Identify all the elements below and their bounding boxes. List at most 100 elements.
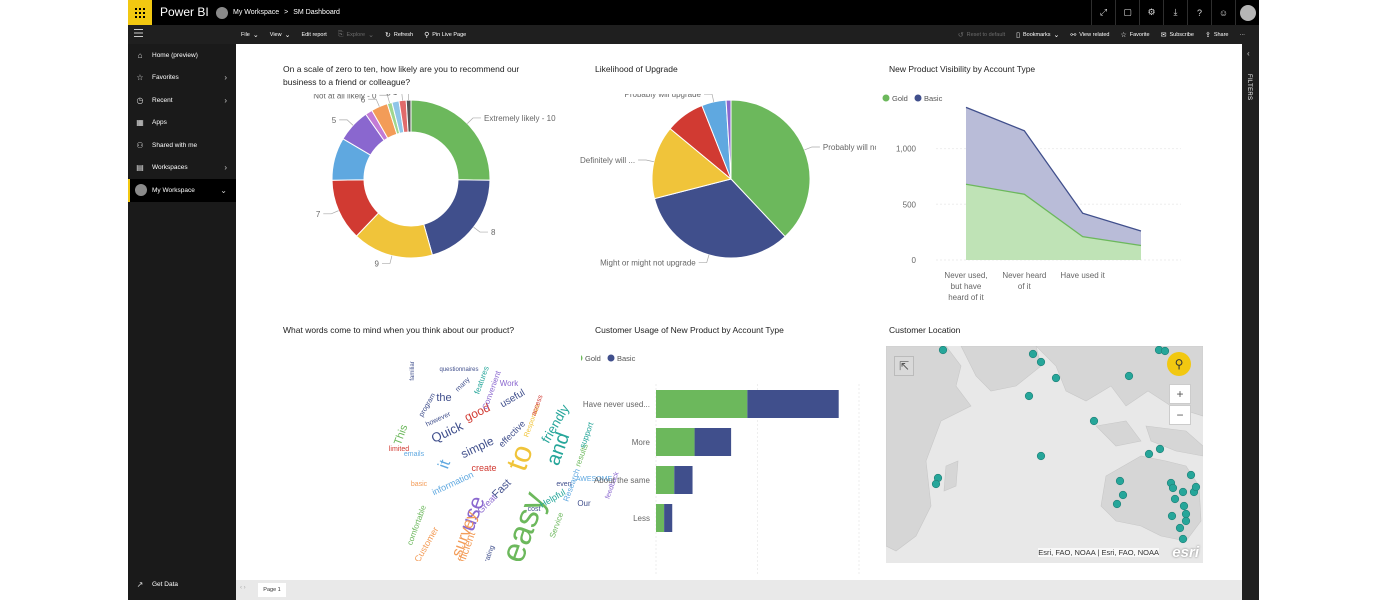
filters-pane[interactable]: ‹ FILTERS [1242,44,1259,600]
comment-icon[interactable]: ▢ [1115,0,1139,25]
zoom-out-icon[interactable]: − [1169,405,1191,425]
word-cloud-word[interactable]: Work [500,379,520,388]
bar-gold[interactable] [656,390,748,418]
word-cloud-word[interactable]: familiar [410,361,416,380]
word-cloud-word[interactable]: useful [498,387,527,410]
page-nav-arrows-icon[interactable]: ‹ › [240,585,246,591]
map-location-marker[interactable] [1036,451,1046,461]
upgrade-pie-chart[interactable]: Probably will not upgr... Might or might … [576,94,876,294]
nav-item-favorites[interactable]: ☆ Favorites › [128,67,236,90]
map-location-marker[interactable] [1115,476,1125,486]
word-cloud-word[interactable]: the [436,392,451,404]
nav-item-recent[interactable]: ◷ Recent › [128,89,236,112]
word-cloud-word[interactable]: basic [411,481,428,488]
app-brand[interactable]: Power BI [160,5,209,19]
nav-item-apps[interactable]: ▦ Apps [128,112,236,135]
settings-icon[interactable]: ⚙ [1139,0,1163,25]
nps-slice[interactable] [410,99,491,181]
bar-basic[interactable] [664,504,673,532]
bookmarks-menu[interactable]: ▯ Bookmarks ⌄ [1016,31,1059,39]
map-location-marker[interactable] [1181,516,1191,526]
word-cloud-word[interactable]: program [418,392,437,418]
map-location-marker[interactable] [1089,416,1099,426]
map-location-marker[interactable] [1124,371,1134,381]
word-cloud-word[interactable]: information [430,469,475,497]
map-location-marker[interactable] [1167,511,1177,521]
map-location-marker[interactable] [1178,487,1188,497]
hamburger-menu-icon[interactable] [134,29,143,39]
download-icon[interactable]: ⤓ [1163,0,1187,25]
bar-gold[interactable] [656,504,665,532]
map-location-marker[interactable] [1186,470,1196,480]
bar-basic[interactable] [747,390,839,418]
view-menu[interactable]: View ⌄ [270,31,291,39]
map-location-marker[interactable] [1170,494,1180,504]
map-location-marker[interactable] [1051,373,1061,383]
nps-slice[interactable] [423,179,491,256]
word-cloud-word[interactable]: cost [528,506,541,513]
upgrade-slice[interactable] [725,99,732,180]
word-cloud-word[interactable]: emails [404,451,425,458]
more-options-button[interactable]: ··· [1240,32,1246,38]
explore-menu[interactable]: ⎘ Explore ⌄ [338,31,374,39]
app-launcher-icon[interactable] [128,0,152,25]
tab-page-1[interactable]: Page 1 [258,583,286,597]
word-cloud-word[interactable]: Service [548,511,566,540]
word-cloud-word[interactable]: access [531,394,545,417]
map-location-marker[interactable] [1118,490,1128,500]
nav-item-shared[interactable]: ⚇ Shared with me [128,134,236,157]
word-cloud-word[interactable]: AWESOME [576,476,613,483]
expand-icon[interactable]: ⤢ [1091,0,1115,25]
breadcrumb-dashboard[interactable]: SM Dashboard [293,9,340,16]
file-menu[interactable]: File ⌄ [241,31,259,39]
pin-live-page-button[interactable]: ⚲ Pin Live Page [424,31,466,39]
visibility-area-chart[interactable]: Gold Basic 0 500 1,000 Never used, but have hea… [881,84,1211,314]
word-cloud-word[interactable]: it [435,457,454,471]
view-related-button[interactable]: ⚯ View related [1070,31,1109,39]
nav-item-get-data[interactable]: ↗ Get Data [128,574,236,597]
map-location-marker[interactable] [1155,444,1165,454]
upgrade-slice[interactable] [651,127,733,200]
map-location-marker[interactable] [1024,391,1034,401]
map-location-marker[interactable] [1191,482,1201,492]
bar-basic[interactable] [674,466,693,494]
area-basic[interactable] [966,107,1141,246]
refresh-button[interactable]: ↻ Refresh [385,31,413,39]
word-cloud-word[interactable]: many [454,376,471,393]
bar-gold[interactable] [656,428,695,456]
subscribe-button[interactable]: ✉ Subscribe [1161,31,1194,39]
share-button[interactable]: ⇪ Share [1205,31,1229,39]
word-cloud-word[interactable]: questionnaires [439,367,478,373]
map-location-marker[interactable] [1144,449,1154,459]
word-cloud-word[interactable]: even [556,481,571,488]
map-location-marker[interactable] [1175,523,1185,533]
help-icon[interactable]: ? [1187,0,1211,25]
feedback-icon[interactable]: ☺ [1211,0,1235,25]
map-location-marker[interactable] [1160,346,1170,356]
nav-item-home[interactable]: ⌂ Home (preview) [128,44,236,67]
map-location-marker[interactable] [1112,499,1122,509]
chevron-left-icon[interactable]: ‹ [1247,49,1250,58]
map-location-marker[interactable] [1028,349,1038,359]
pin-icon[interactable]: ⚲ [1167,352,1191,376]
nav-item-my-workspace[interactable]: My Workspace ⌄ [128,179,236,202]
nps-slice[interactable] [405,99,412,133]
zoom-in-icon[interactable]: + [1169,384,1191,404]
map-location-marker[interactable] [1181,509,1191,519]
bar-basic[interactable] [694,428,732,456]
account-icon[interactable] [1235,0,1259,25]
customer-location-map[interactable]: ⇱ ⚲ + − Esri, FAO, NOAA | Esri, FAO, NOA… [886,346,1203,563]
area-gold[interactable] [966,184,1141,260]
word-cloud-word[interactable]: This [392,423,411,447]
reset-to-default-button[interactable]: ↺ Reset to default [958,31,1005,39]
upgrade-slice[interactable] [653,178,786,259]
word-cloud-word[interactable]: simple [459,434,497,461]
edit-report-button[interactable]: Edit report [301,32,326,38]
map-location-marker[interactable] [938,346,948,355]
map-location-marker[interactable] [1168,483,1178,493]
map-location-marker[interactable] [1178,534,1188,544]
usage-bar-chart[interactable]: GoldBasic0K1K2KHave never used...MoreAbo… [581,344,881,574]
select-cursor-icon[interactable]: ⇱ [894,356,914,376]
bar-gold[interactable] [656,466,675,494]
